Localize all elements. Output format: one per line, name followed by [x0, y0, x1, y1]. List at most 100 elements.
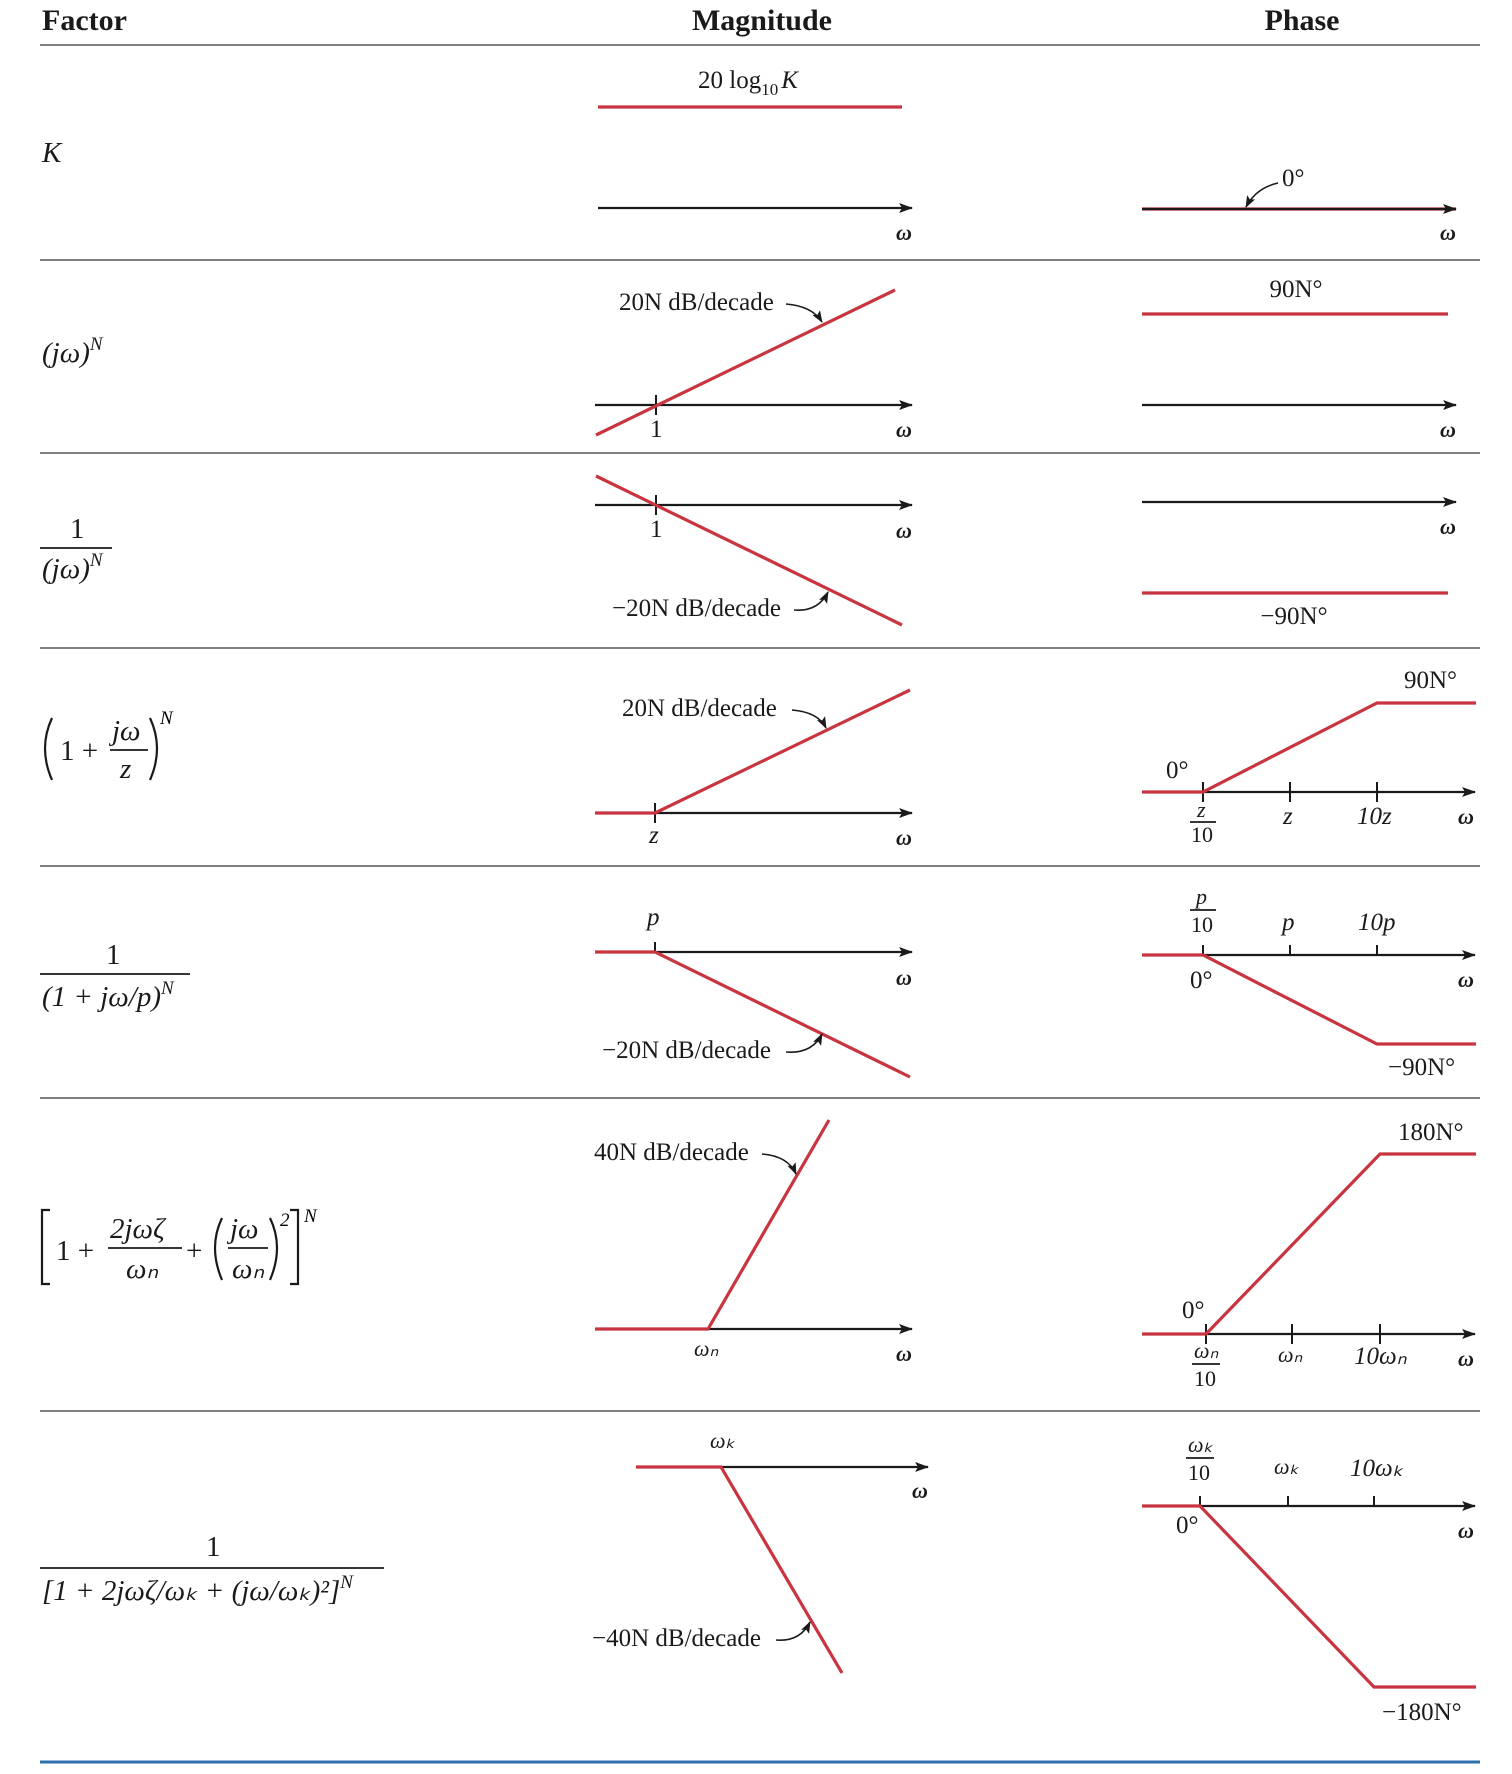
tick-label-wn-over-10-den: 10: [1194, 1366, 1216, 1391]
row-constant: K 20 log10 K ω 0° ω: [41, 67, 1457, 245]
factor-qz-one: 1 +: [56, 1235, 94, 1267]
mag-line-jw: [595, 288, 896, 437]
tick-label-10z: 10z: [1357, 803, 1392, 830]
left-paren: [43, 717, 54, 781]
tick-label-wn-over-10-num: ωₙ: [1194, 1338, 1219, 1363]
phase-label-k: 0°: [1282, 165, 1305, 192]
phase-start-pole: 0°: [1190, 967, 1213, 994]
omega-label: ω: [896, 965, 912, 990]
row-quadratic-pole: 1 [1 + 2jωζ/ωₖ + (jω/ωₖ)²]N ωₖ ω −40N dB…: [40, 1428, 1476, 1726]
right-paren: [148, 717, 159, 781]
omega-label: ω: [1458, 1346, 1474, 1371]
tick-label-z-mid: z: [1282, 803, 1293, 830]
slope-label-inv-jw: −20N dB/decade: [612, 595, 781, 622]
tick-label-1: 1: [650, 516, 663, 543]
factor-qz-num1: 2jωζ: [110, 1213, 167, 1245]
tick-label-z: z: [648, 822, 659, 849]
omega-label: ω: [912, 1478, 928, 1503]
factor-k: K: [41, 137, 63, 169]
row-differentiator: (jω)N 20N dB/decade 1 ω 90N° ω: [42, 276, 1457, 443]
phase-start-zero: 0°: [1166, 757, 1189, 784]
tick-label-10p: 10p: [1358, 909, 1396, 936]
factor-zero-num: jω: [108, 715, 141, 747]
row-integrator: 1 (jω)N 1 ω −20N dB/decade ω −90N°: [40, 474, 1457, 630]
factor-inv-jw-num: 1: [70, 513, 85, 545]
mag-label-k: 20 log10 K: [698, 67, 799, 99]
phase-end-zero: 90N°: [1404, 667, 1457, 694]
tick-label-wk-mid: ωₖ: [1274, 1454, 1300, 1479]
omega-label: ω: [896, 220, 912, 245]
phase-line-pole: [1142, 953, 1476, 1046]
tick-label-wk-over-10-den: 10: [1188, 1460, 1210, 1485]
omega-label: ω: [1458, 1518, 1474, 1543]
mag-line-qz: [595, 1119, 831, 1331]
omega-label: ω: [896, 1341, 912, 1366]
left-bracket: [40, 1208, 50, 1286]
factor-zero-den: z: [119, 753, 131, 785]
tick-label-10wk: 10ωₖ: [1350, 1455, 1404, 1482]
factor-pole-den: (1 + jω/p)N: [42, 978, 175, 1013]
factor-qz-num2: jω: [226, 1213, 259, 1245]
tick-label-p-over-10-num: p: [1194, 884, 1207, 909]
header-phase: Phase: [1265, 4, 1340, 37]
tick-label-wk-over-10-num: ωₖ: [1188, 1432, 1214, 1457]
tick-label-p-over-10-den: 10: [1191, 912, 1213, 937]
phase-line-zero: [1142, 701, 1476, 794]
curved-leader-icon: [791, 709, 827, 729]
curved-leader-icon: [793, 591, 829, 611]
curved-leader-icon: [785, 303, 823, 323]
right-paren: [268, 1217, 279, 1281]
mag-line-zero: [595, 688, 911, 815]
curved-leader-icon: [761, 1153, 797, 1175]
slope-label-zero: 20N dB/decade: [622, 695, 777, 722]
factor-jw: (jω)N: [42, 334, 104, 369]
tick-label-wk: ωₖ: [710, 1428, 736, 1453]
omega-label: ω: [1440, 514, 1456, 539]
row-real-zero: 1 + jω z N 20N dB/decade z ω 0° 90N° z 1…: [43, 667, 1476, 850]
phase-start-qp: 0°: [1176, 1512, 1199, 1539]
tick-label-z-over-10-den: 10: [1191, 822, 1213, 847]
tick-label-p-mid: p: [1280, 909, 1295, 936]
factor-qz-sq: 2: [280, 1210, 290, 1231]
right-bracket: [290, 1208, 300, 1286]
slope-label-jw: 20N dB/decade: [619, 289, 774, 316]
tick-label-wn: ωₙ: [694, 1336, 719, 1361]
mag-line-pole: [595, 950, 911, 1079]
phase-end-qp: −180N°: [1382, 1699, 1462, 1726]
curved-leader-icon: [775, 1621, 811, 1641]
factor-zero-exp: N: [159, 708, 174, 729]
omega-label: ω: [1458, 967, 1474, 992]
factor-qp-num: 1: [206, 1531, 221, 1563]
phase-label-inv-jw: −90N°: [1260, 603, 1327, 630]
tick-label-p: p: [645, 904, 660, 931]
slope-label-qz: 40N dB/decade: [594, 1139, 749, 1166]
left-paren: [213, 1217, 224, 1281]
row-quadratic-zero: 1 + 2jωζ ωₙ + jω ωₙ 2 N 40N dB/decade ωₙ…: [40, 1119, 1476, 1391]
header-magnitude: Magnitude: [692, 4, 832, 37]
tick-label-z-over-10-num: z: [1196, 797, 1206, 822]
factor-qz-den1: ωₙ: [126, 1253, 158, 1285]
tick-label-1: 1: [650, 416, 663, 443]
factor-inv-jw-den: (jω)N: [42, 550, 104, 585]
factor-qp-den: [1 + 2jωζ/ωₖ + (jω/ωₖ)²]N: [42, 1572, 354, 1607]
mag-line-qp: [636, 1465, 844, 1674]
factor-pole-num: 1: [106, 939, 121, 971]
phase-label-jw: 90N°: [1269, 276, 1322, 303]
omega-label: ω: [896, 825, 912, 850]
row-real-pole: 1 (1 + jω/p)N p ω −20N dB/decade p 10 p …: [40, 884, 1476, 1081]
omega-label: ω: [896, 417, 912, 442]
phase-start-qz: 0°: [1182, 1297, 1205, 1324]
mag-line-inv-jw: [595, 474, 903, 627]
curved-leader-icon: [1245, 182, 1279, 208]
factor-qz-plus: +: [186, 1235, 202, 1267]
tick-label-10wn: 10ωₙ: [1354, 1343, 1408, 1370]
factor-zero-one: 1 +: [60, 735, 98, 767]
phase-end-qz: 180N°: [1398, 1119, 1464, 1146]
slope-label-pole: −20N dB/decade: [602, 1037, 771, 1064]
phase-line-qp: [1142, 1504, 1476, 1689]
slope-label-qp: −40N dB/decade: [592, 1625, 761, 1652]
omega-label: ω: [1440, 417, 1456, 442]
factor-qz-exp: N: [303, 1206, 318, 1227]
omega-label: ω: [1458, 804, 1474, 829]
